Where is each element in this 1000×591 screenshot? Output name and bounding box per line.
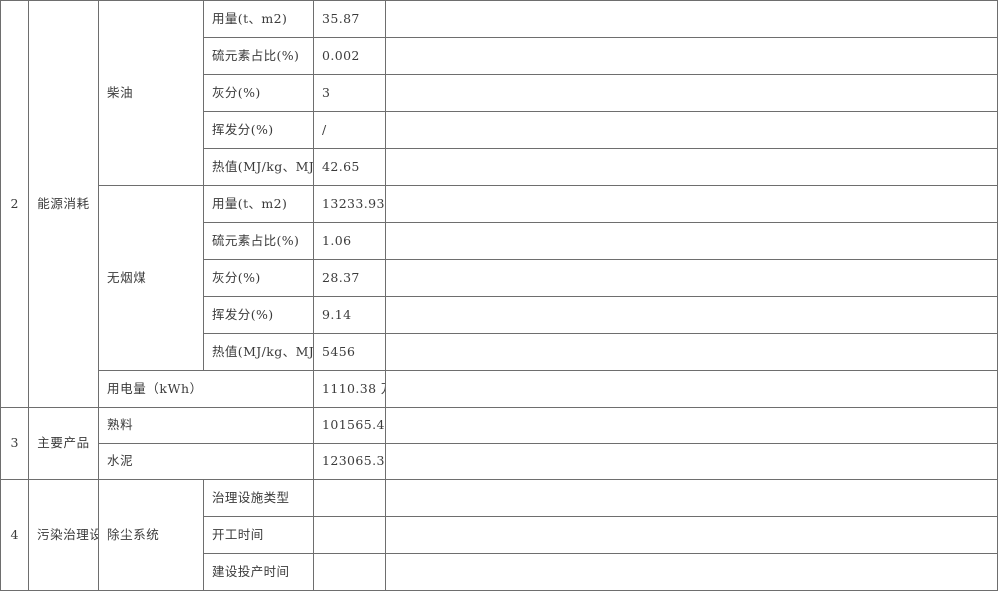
param-note [385, 0, 998, 38]
param-label: 硫元素占比(%) [203, 37, 314, 75]
param-note [385, 479, 998, 517]
param-label: 热值(MJ/kg、MJ/m3) [203, 333, 314, 371]
param-value: 28.37 [313, 259, 386, 297]
row-value-cement: 123065.31 吨 [313, 443, 386, 480]
param-value: 35.87 [313, 0, 386, 38]
row-label-electricity: 用电量（kWh） [98, 370, 314, 408]
table-row: 挥发分(%) / [1, 111, 998, 149]
param-note [385, 148, 998, 186]
row-label-cement: 水泥 [98, 443, 314, 480]
table-row: 热值(MJ/kg、MJ/m3) 5456 [1, 333, 998, 371]
param-label: 挥发分(%) [203, 111, 314, 149]
row-note-electricity [385, 370, 998, 408]
subcategory-dust-removal-system: 除尘系统 [98, 479, 204, 591]
param-label: 用量(t、m2) [203, 0, 314, 38]
param-note [385, 516, 998, 554]
table-row: 开工时间 [1, 516, 998, 554]
table-row: 灰分(%) 28.37 [1, 259, 998, 297]
table-row: 2 能源消耗 柴油 用量(t、m2) 35.87 [0, 0, 998, 408]
table-row: 3 主要产品 熟料 101565.40 吨 [0, 407, 998, 480]
subcategory-anthracite: 无烟煤 [98, 185, 204, 371]
table-row: 水泥 123065.31 吨 [1, 443, 998, 480]
param-note [385, 553, 998, 591]
param-note [385, 37, 998, 75]
param-value: 13233.93 [313, 185, 386, 223]
param-note [385, 296, 998, 334]
row-index-2: 2 [0, 0, 29, 408]
param-value: 1.06 [313, 222, 386, 260]
row-value-clinker: 101565.40 吨 [313, 407, 386, 444]
param-note [385, 185, 998, 223]
param-value [313, 516, 386, 554]
param-label: 挥发分(%) [203, 296, 314, 334]
table-row: 硫元素占比(%) 1.06 [1, 222, 998, 260]
param-label: 建设投产时间 [203, 553, 314, 591]
table-row: 灰分(%) 3 [1, 74, 998, 112]
param-value: 9.14 [313, 296, 386, 334]
param-note [385, 333, 998, 371]
param-note [385, 74, 998, 112]
param-note [385, 111, 998, 149]
param-label: 硫元素占比(%) [203, 222, 314, 260]
row-index-4: 4 [0, 479, 29, 591]
table-row: 4 污染治理设施 除尘系统 治理设施类型 [0, 479, 998, 591]
param-label: 治理设施类型 [203, 479, 314, 517]
table-row: 硫元素占比(%) 0.002 [1, 37, 998, 75]
param-value [313, 479, 386, 517]
param-value: 0.002 [313, 37, 386, 75]
category-main-products: 主要产品 [28, 407, 99, 480]
category-pollution-control: 污染治理设施 [28, 479, 99, 591]
param-value: / [313, 111, 386, 149]
param-value: 42.65 [313, 148, 386, 186]
param-note [385, 259, 998, 297]
param-label: 热值(MJ/kg、MJ/m3) [203, 148, 314, 186]
row-note-cement [385, 443, 998, 480]
param-label: 用量(t、m2) [203, 185, 314, 223]
param-value: 3 [313, 74, 386, 112]
row-value-electricity: 1110.38 万 [313, 370, 386, 408]
param-label: 灰分(%) [203, 74, 314, 112]
subcategory-diesel: 柴油 [98, 0, 204, 186]
row-label-clinker: 熟料 [98, 407, 314, 444]
param-value: 5456 [313, 333, 386, 371]
param-value [313, 553, 386, 591]
table-row: 热值(MJ/kg、MJ/m3) 42.65 [1, 148, 998, 186]
table-row: 用电量（kWh） 1110.38 万 [1, 370, 998, 408]
table-row: 无烟煤 用量(t、m2) 13233.93 [1, 185, 998, 371]
param-note [385, 222, 998, 260]
param-label: 开工时间 [203, 516, 314, 554]
table-row: 挥发分(%) 9.14 [1, 296, 998, 334]
row-index-3: 3 [0, 407, 29, 480]
category-energy-consumption: 能源消耗 [28, 0, 99, 408]
row-note-clinker [385, 407, 998, 444]
param-label: 灰分(%) [203, 259, 314, 297]
